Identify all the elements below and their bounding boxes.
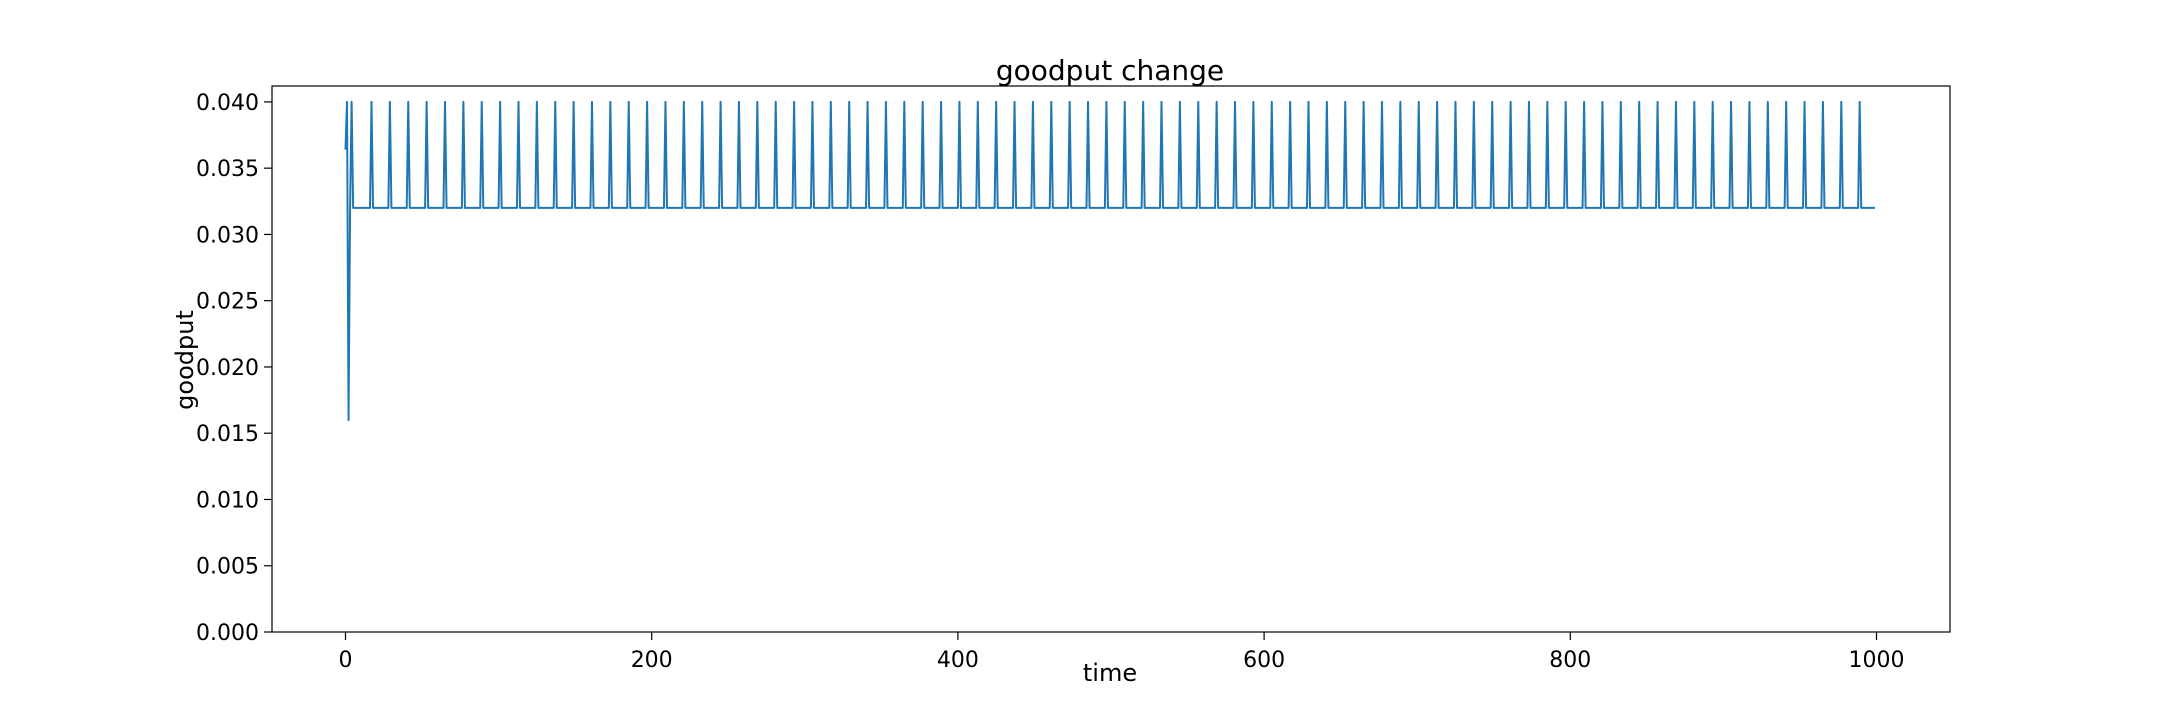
y-tick-label: 0.005 <box>196 555 259 580</box>
x-tick-label: 200 <box>631 648 673 673</box>
axes-frame <box>271 85 1951 633</box>
y-tick-label: 0.000 <box>196 621 259 646</box>
y-axis-label: goodput <box>171 310 199 410</box>
chart-title: goodput change <box>996 54 1224 87</box>
x-axis-label: time <box>1083 659 1137 687</box>
x-tick-label: 600 <box>1243 648 1285 673</box>
x-axis: 0 200 400 600 800 1000 <box>338 632 1905 673</box>
y-tick-label: 0.020 <box>196 356 259 381</box>
y-tick-label: 0.030 <box>196 223 259 248</box>
x-tick-label: 400 <box>937 648 979 673</box>
series-layer <box>344 100 1875 421</box>
series-line-0 <box>344 100 1875 421</box>
plot-area <box>271 85 1951 633</box>
x-tick-label: 800 <box>1549 648 1591 673</box>
x-tick-label: 1000 <box>1849 648 1905 673</box>
x-tick-label: 0 <box>338 648 352 673</box>
y-tick-label: 0.035 <box>196 157 259 182</box>
y-axis: 0.000 0.005 0.010 0.015 0.020 0.025 0.030 0.035… <box>196 91 272 646</box>
y-tick-label: 0.025 <box>196 290 259 315</box>
y-tick-label: 0.010 <box>196 488 259 513</box>
y-tick-label: 0.040 <box>196 91 259 116</box>
y-tick-label: 0.015 <box>196 422 259 447</box>
